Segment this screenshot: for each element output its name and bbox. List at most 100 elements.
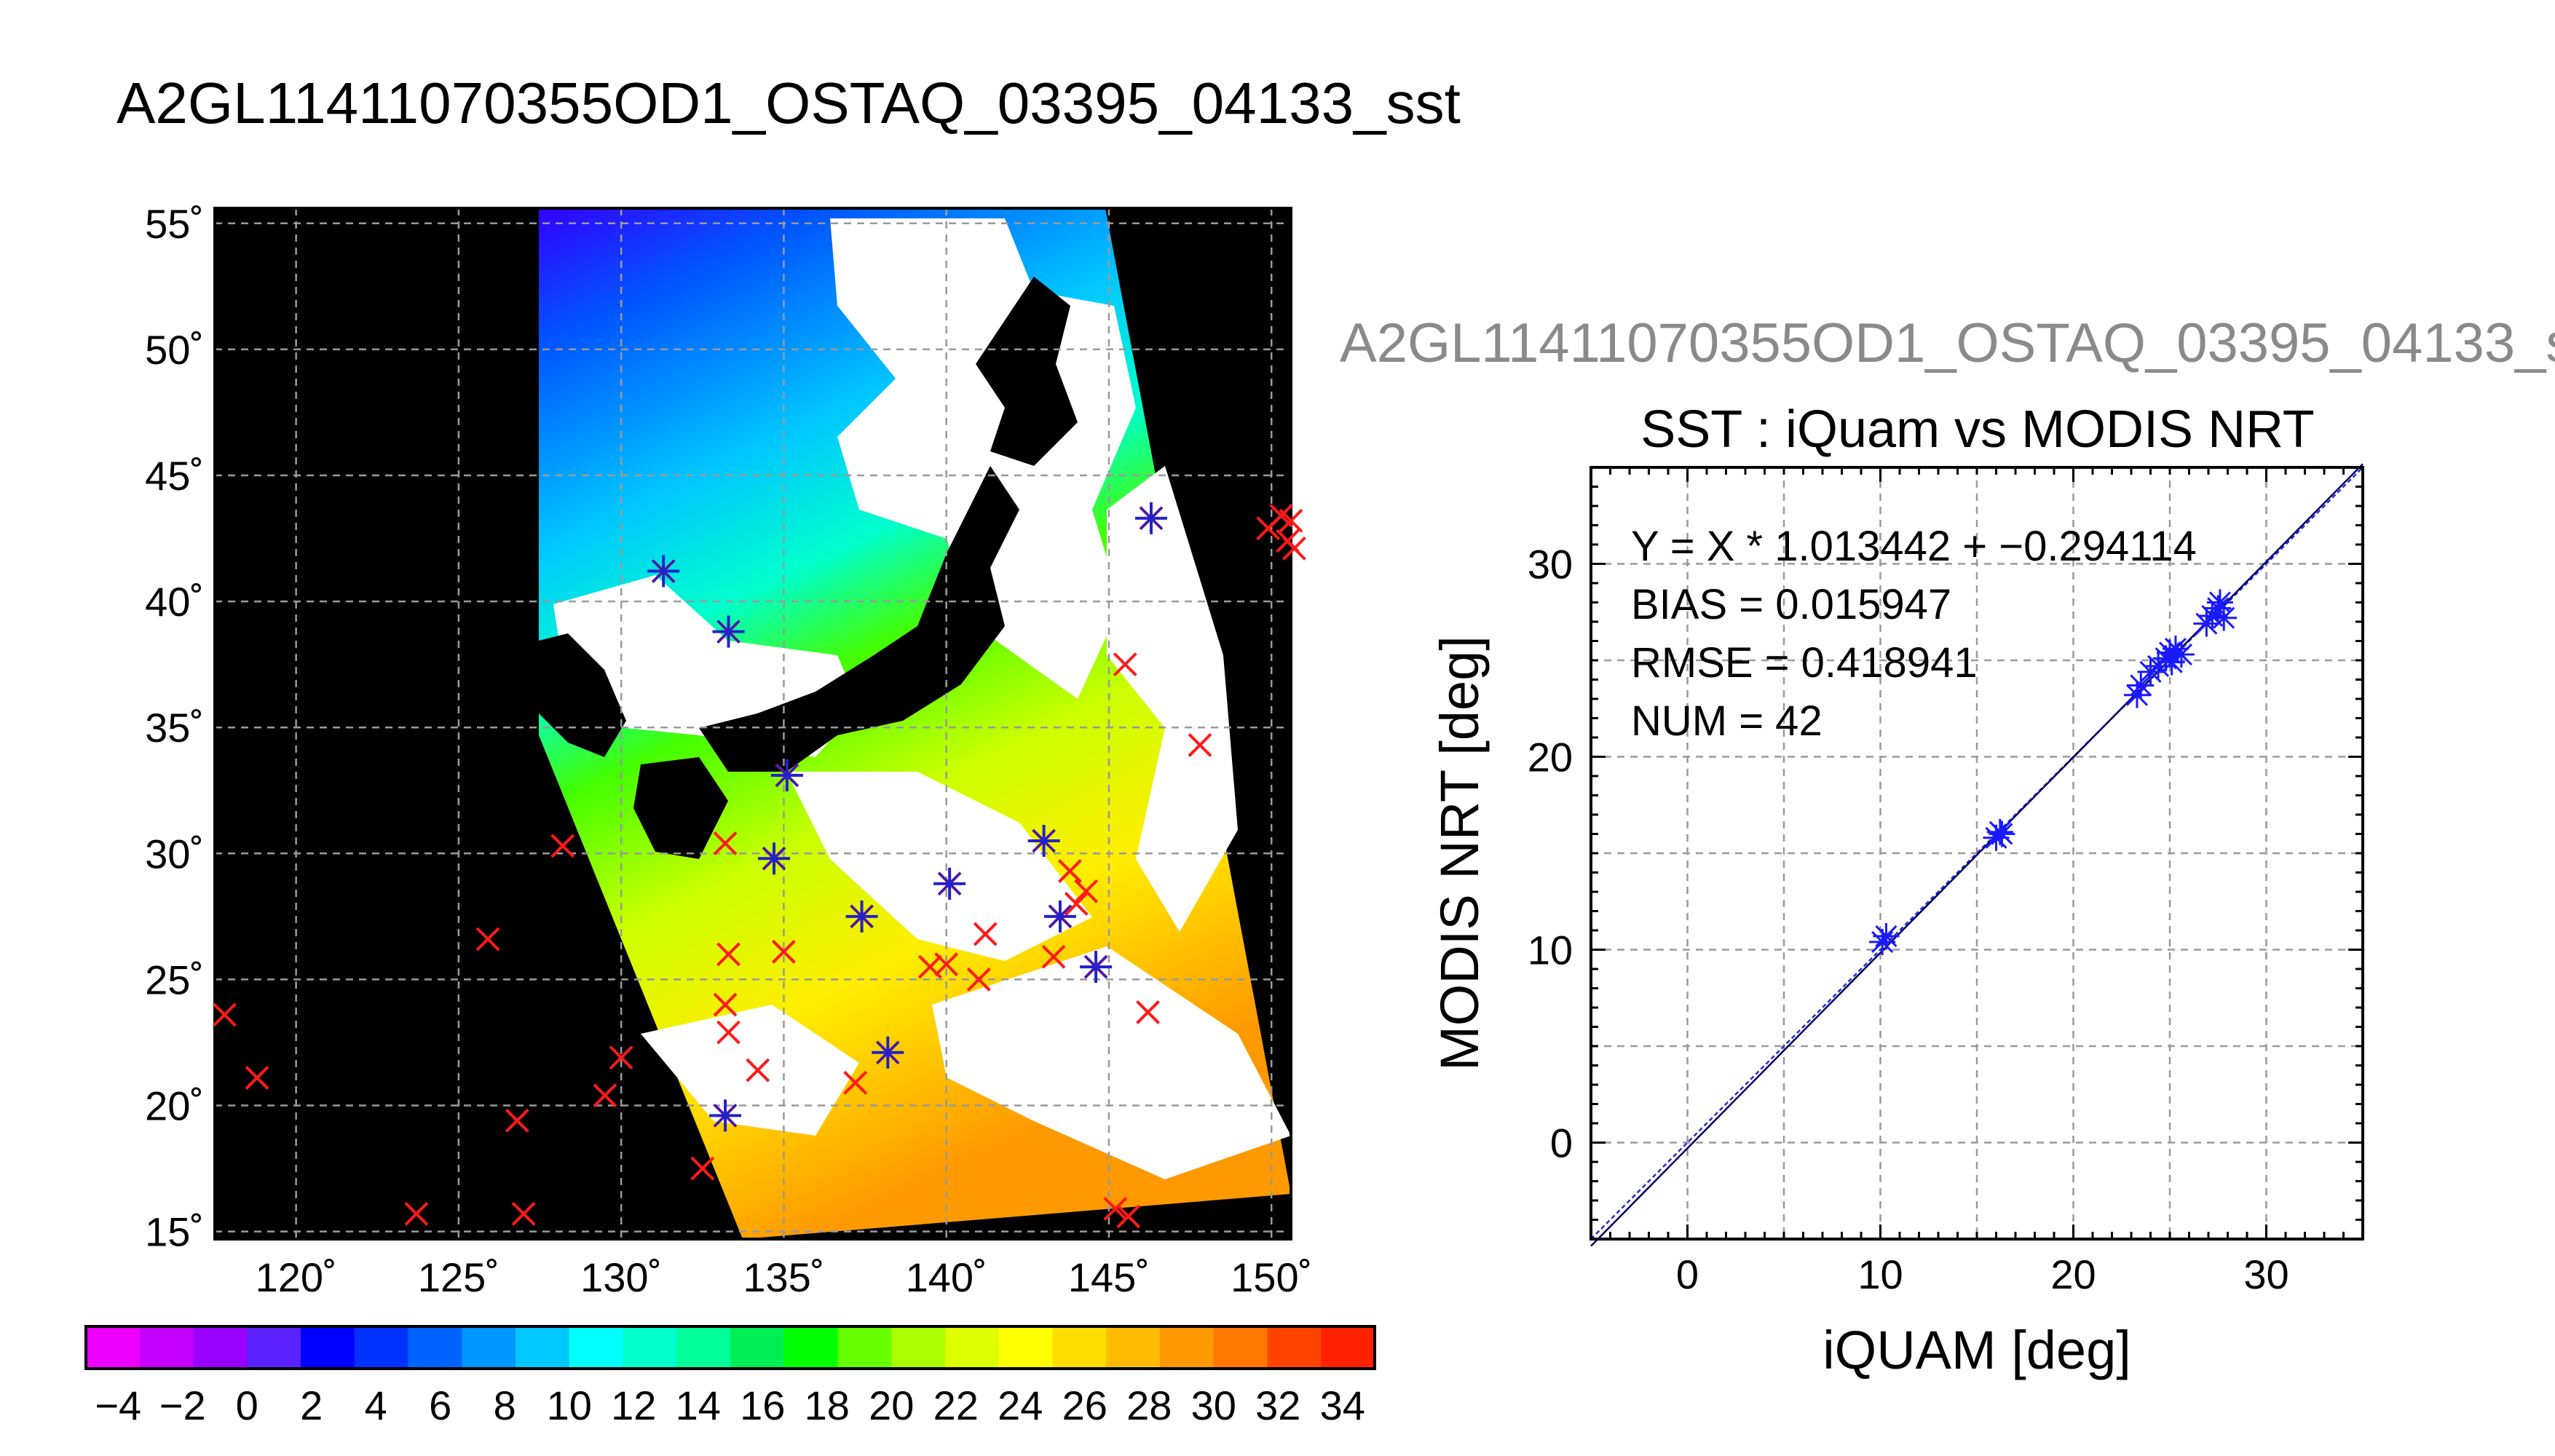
map-point-unmatched	[1041, 944, 1066, 969]
map-point-unmatched	[716, 1020, 741, 1045]
map-point-unmatched	[1103, 1197, 1128, 1221]
land-japan	[699, 466, 1019, 772]
map-point-matched	[758, 842, 791, 875]
scatter-ytick-label: 0	[1550, 1120, 1573, 1166]
map-point-unmatched	[245, 1066, 269, 1090]
colorbar-tick-label: 12	[611, 1382, 656, 1428]
map-point-stroke	[716, 1020, 741, 1045]
map-point-unmatched	[475, 927, 500, 951]
colorbar-segment	[247, 1326, 301, 1369]
map-xtick-label: 125˚	[418, 1254, 499, 1300]
map-xtick-label: 120˚	[256, 1254, 337, 1300]
map-point-stroke	[843, 1070, 868, 1095]
map-point-stroke	[404, 1201, 429, 1226]
scatter-annotation: BIAS = 0.015947	[1631, 581, 1951, 628]
scatter-point-stroke	[2213, 606, 2235, 629]
colorbar-segment	[1213, 1326, 1268, 1369]
map-point-matched	[1027, 824, 1060, 857]
colorbar-tick-label: 0	[236, 1382, 258, 1428]
colorbar-segment	[1267, 1326, 1322, 1369]
map-point-unmatched	[511, 1201, 536, 1226]
scatter-ytick-label: 30	[1528, 542, 1573, 587]
map-point-stroke	[511, 1201, 536, 1226]
map-point-stroke	[876, 1040, 900, 1064]
scatter-xtick-label: 0	[1676, 1251, 1699, 1297]
scatter-annotation: NUM = 42	[1631, 697, 1823, 745]
map-point-unmatched	[772, 939, 796, 964]
map-xtick-label: 130˚	[580, 1254, 662, 1300]
scatter-point	[2168, 641, 2195, 668]
scatter-annotations: Y = X * 1.013442 + −0.294114 BIAS = 0.015…	[1631, 523, 2197, 745]
colorbar-segment	[998, 1326, 1053, 1369]
scatter-ticks: 0 10 20 30 0 10 20 30	[1528, 466, 2364, 1297]
colorbar-segment	[676, 1326, 731, 1369]
colorbar-segment	[301, 1326, 355, 1369]
scatter-point-stroke	[2130, 674, 2152, 697]
scatter-ytick-label: 20	[1528, 735, 1573, 780]
land-kyushu	[633, 757, 728, 859]
map-point-stroke	[1136, 1000, 1160, 1024]
map-point-matched	[872, 1036, 904, 1069]
map-ytick-label: 50˚	[145, 327, 204, 373]
map-point-stroke	[1048, 904, 1073, 928]
map-point-unmatched	[1279, 508, 1303, 533]
colorbar-tick-label: 28	[1126, 1382, 1172, 1428]
scatter-xtick-label: 20	[2050, 1251, 2096, 1297]
map-point-stroke	[1188, 733, 1212, 757]
colorbar-segment	[86, 1326, 141, 1369]
page-title: A2GL11411070355OD1_OSTAQ_03395_04133_sst	[117, 71, 1461, 135]
scatter-ylabel: MODIS NRT [deg]	[1429, 636, 1490, 1071]
scatter-grid	[1591, 467, 2363, 1239]
map-point-stroke	[850, 904, 874, 928]
scatter-point	[2128, 672, 2155, 699]
colorbar-tick-label: 18	[805, 1382, 850, 1428]
scatter-points	[1869, 589, 2238, 955]
map-ytick-label: 20˚	[145, 1083, 204, 1129]
map-point-stroke	[1282, 536, 1306, 561]
map-point-unmatched	[713, 831, 738, 855]
map-point-unmatched	[1188, 733, 1212, 757]
colorbar-segment	[516, 1326, 570, 1369]
scatter-title: SST : iQuam vs MODIS NRT	[1640, 400, 2315, 459]
colorbar-tick-label: 32	[1255, 1382, 1300, 1428]
map-point-unmatched	[1282, 536, 1306, 561]
map-point-unmatched	[1057, 859, 1082, 883]
map-point-matched	[647, 555, 680, 587]
colorbar-tick-label: 34	[1320, 1382, 1365, 1428]
map-point-matched	[845, 900, 878, 933]
colorbar-tick-label: 24	[998, 1382, 1043, 1428]
map-point-stroke	[966, 967, 991, 992]
map-ytick-label: 35˚	[145, 705, 204, 751]
colorbar-tick-label: 16	[740, 1382, 785, 1428]
map-ytick-label: 40˚	[145, 579, 204, 625]
map-point-unmatched	[966, 967, 991, 992]
scatter-point	[2211, 604, 2238, 631]
map-point-stroke	[1084, 955, 1108, 979]
colorbar-segment	[462, 1326, 516, 1369]
map-point-matched	[1134, 502, 1167, 534]
map-point-unmatched	[1074, 879, 1099, 903]
map-point-stroke	[1074, 879, 1099, 903]
map-point-stroke	[245, 1066, 269, 1090]
map-point-stroke	[212, 1002, 237, 1027]
map-point-unmatched	[713, 992, 738, 1017]
map-point-unmatched	[1136, 1000, 1160, 1024]
colorbar-frame	[84, 1325, 1376, 1370]
map-ytick-label: 15˚	[145, 1209, 204, 1255]
colorbar-segment	[783, 1326, 838, 1369]
colorbar-segment	[623, 1326, 677, 1369]
cloud-mask	[1107, 466, 1238, 932]
scatter-xtick-label: 30	[2243, 1251, 2289, 1297]
regression-line	[1590, 463, 2364, 1247]
colorbar-segment	[354, 1326, 408, 1369]
colorbar-segment	[1106, 1326, 1161, 1369]
map-point-stroke	[652, 559, 676, 583]
map-point-stroke	[713, 1104, 738, 1128]
map-point-stroke	[1064, 892, 1089, 916]
colorbar-tick-label: 4	[365, 1382, 387, 1428]
colorbar-tick-label: −2	[159, 1382, 206, 1428]
colorbar-segment	[408, 1326, 462, 1369]
map-point-unmatched	[716, 942, 741, 967]
map-point-unmatched	[550, 834, 575, 858]
